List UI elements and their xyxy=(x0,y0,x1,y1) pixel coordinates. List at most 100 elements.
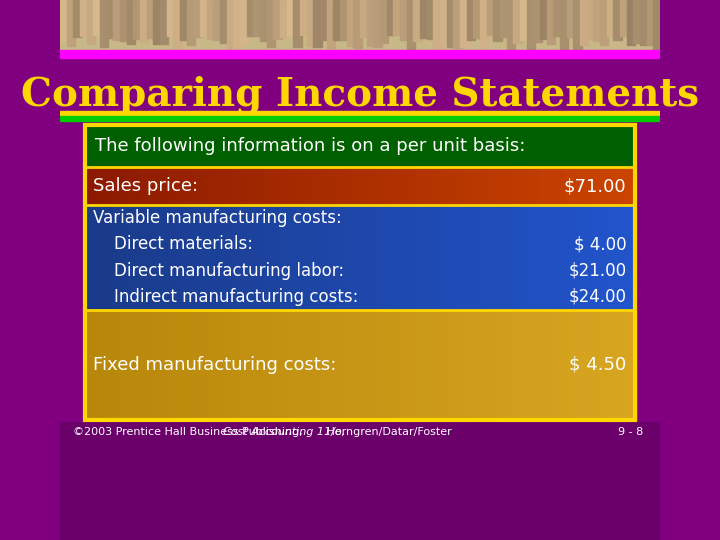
Text: $21.00: $21.00 xyxy=(569,261,626,280)
Bar xyxy=(207,0,215,39)
Bar xyxy=(174,0,181,50)
Bar xyxy=(415,205,430,310)
Bar xyxy=(387,205,402,310)
Bar xyxy=(401,310,416,420)
Text: $ 4.00: $ 4.00 xyxy=(574,235,626,253)
Bar xyxy=(222,167,237,205)
Bar xyxy=(112,205,127,310)
Bar xyxy=(333,310,347,420)
Bar xyxy=(120,0,128,42)
Bar xyxy=(513,0,521,43)
Bar xyxy=(250,310,265,420)
Bar xyxy=(107,0,115,38)
Bar xyxy=(305,310,320,420)
Bar xyxy=(420,0,428,38)
Bar xyxy=(360,167,374,205)
Bar xyxy=(319,167,333,205)
Bar xyxy=(360,0,369,37)
Bar xyxy=(195,310,210,420)
Bar xyxy=(415,310,430,420)
Bar xyxy=(160,0,168,44)
Bar xyxy=(566,310,581,420)
Bar xyxy=(526,0,535,50)
Bar xyxy=(473,0,482,38)
Bar xyxy=(126,205,141,310)
Text: $ 4.50: $ 4.50 xyxy=(570,356,626,374)
Bar xyxy=(67,0,75,46)
Bar xyxy=(484,167,498,205)
Bar xyxy=(154,167,168,205)
Bar xyxy=(460,0,468,47)
Bar xyxy=(443,310,457,420)
Bar xyxy=(85,167,99,205)
Bar xyxy=(60,116,660,121)
Bar xyxy=(86,0,95,44)
Bar xyxy=(387,0,395,36)
Bar xyxy=(428,167,444,205)
Bar xyxy=(264,310,279,420)
Bar xyxy=(346,0,355,46)
Bar xyxy=(126,167,141,205)
Bar xyxy=(85,125,635,167)
Bar xyxy=(153,0,162,44)
Bar xyxy=(546,0,555,44)
Bar xyxy=(186,0,195,45)
Bar xyxy=(168,167,182,205)
Bar xyxy=(580,0,588,45)
Bar xyxy=(498,310,512,420)
Bar xyxy=(427,0,435,39)
Bar xyxy=(560,0,568,49)
Bar xyxy=(140,0,148,42)
Bar xyxy=(626,0,635,45)
Bar xyxy=(154,310,168,420)
Bar xyxy=(140,205,155,310)
Bar xyxy=(209,205,223,310)
Bar xyxy=(236,310,251,420)
Bar xyxy=(222,205,237,310)
Bar xyxy=(540,0,549,39)
Bar xyxy=(484,310,498,420)
Bar xyxy=(280,0,288,37)
Bar xyxy=(647,0,655,45)
Bar xyxy=(99,310,113,420)
Bar xyxy=(112,167,127,205)
Bar xyxy=(292,205,306,310)
Bar xyxy=(593,0,602,40)
Bar xyxy=(594,310,608,420)
Bar xyxy=(484,205,498,310)
Bar xyxy=(380,0,388,43)
Bar xyxy=(60,0,660,50)
Bar xyxy=(520,0,528,40)
Bar xyxy=(552,167,567,205)
Bar xyxy=(440,0,449,44)
Text: $24.00: $24.00 xyxy=(569,288,626,306)
Text: The following information is on a per unit basis:: The following information is on a per un… xyxy=(95,137,526,155)
Bar xyxy=(227,0,235,50)
Bar xyxy=(613,0,621,40)
Text: Sales price:: Sales price: xyxy=(94,177,199,195)
Bar xyxy=(443,167,457,205)
Bar xyxy=(113,0,122,39)
Bar xyxy=(500,0,508,37)
Bar xyxy=(552,205,567,310)
Bar xyxy=(307,0,315,45)
Bar xyxy=(73,0,82,37)
Bar xyxy=(346,167,361,205)
Bar xyxy=(393,0,402,36)
Bar xyxy=(85,310,99,420)
Bar xyxy=(85,205,99,310)
Bar xyxy=(222,310,237,420)
Bar xyxy=(127,0,135,44)
Bar xyxy=(525,310,539,420)
Bar xyxy=(621,310,636,420)
Bar xyxy=(634,0,642,43)
Bar xyxy=(407,0,415,49)
Text: Fixed manufacturing costs:: Fixed manufacturing costs: xyxy=(94,356,337,374)
Text: Cost Accounting 11/e,: Cost Accounting 11/e, xyxy=(222,427,345,437)
Bar xyxy=(287,0,295,36)
Bar xyxy=(467,0,475,40)
Bar xyxy=(220,0,228,43)
Bar xyxy=(539,310,553,420)
Bar xyxy=(511,310,526,420)
Bar xyxy=(213,0,222,39)
